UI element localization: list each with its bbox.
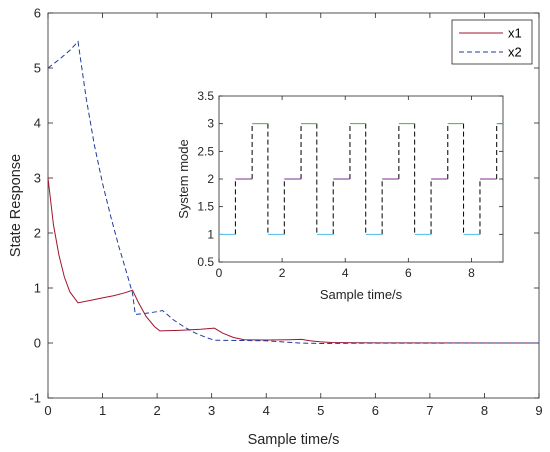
main-x-tick-label: 7 [426, 403, 433, 418]
main-y-axis-label: State Response [8, 154, 24, 257]
main-x-tick-label: 2 [153, 403, 160, 418]
main-x-tick-label: 9 [535, 403, 542, 418]
main-y-tick-label: 2 [34, 226, 41, 241]
main-y-tick-label: 5 [34, 61, 41, 76]
main-x-tick-label: 8 [481, 403, 488, 418]
inset-y-tick-label: 3.5 [197, 89, 214, 103]
inset-plot-area [218, 95, 504, 263]
legend-label-x1: x1 [508, 26, 522, 41]
inset-y-tick-label: 0.5 [197, 255, 214, 269]
series-line-x2 [47, 40, 540, 345]
inset-x-axis-label: Sample time/s [320, 287, 403, 302]
inset-y-axis-label: System mode [176, 139, 191, 218]
main-x-tick-label: 4 [263, 403, 270, 418]
main-x-tick-label: 0 [44, 403, 51, 418]
inset-x-tick-label: 2 [279, 266, 286, 280]
inset-x-tick-label: 4 [342, 266, 349, 280]
inset-x-tick-label: 6 [405, 266, 412, 280]
main-y-tick-label: 3 [34, 171, 41, 186]
main-y-tick-label: -1 [29, 391, 41, 406]
main-y-tick-label: 6 [34, 6, 41, 21]
inset-y-tick-label: 3 [207, 117, 214, 131]
inset-y-tick-label: 1.5 [197, 200, 214, 214]
inset-axis-ticks: 0 2 4 6 8 0.5 1 1.5 2 2.5 3 3.5 [197, 89, 503, 280]
inset-mode-lines [219, 123, 503, 235]
main-x-axis-label: Sample time/s [248, 432, 340, 448]
main-x-tick-label: 6 [372, 403, 379, 418]
main-x-tick-label: 1 [99, 403, 106, 418]
inset-x-tick-label: 8 [468, 266, 475, 280]
legend: x1 x2 [451, 19, 533, 65]
inset-y-tick-label: 1 [207, 227, 214, 241]
main-y-tick-label: 4 [34, 116, 41, 131]
main-y-tick-label: 0 [34, 336, 41, 351]
main-y-tick-label: 1 [34, 281, 41, 296]
main-x-tick-label: 5 [317, 403, 324, 418]
legend-box [451, 19, 533, 65]
inset-x-tick-label: 0 [216, 266, 223, 280]
main-series-lines [47, 40, 540, 345]
inset-y-tick-label: 2.5 [197, 144, 214, 158]
legend-label-x2: x2 [508, 45, 522, 60]
main-x-tick-label: 3 [208, 403, 215, 418]
inset-y-tick-label: 2 [207, 172, 214, 186]
series-line-x1 [47, 177, 540, 344]
